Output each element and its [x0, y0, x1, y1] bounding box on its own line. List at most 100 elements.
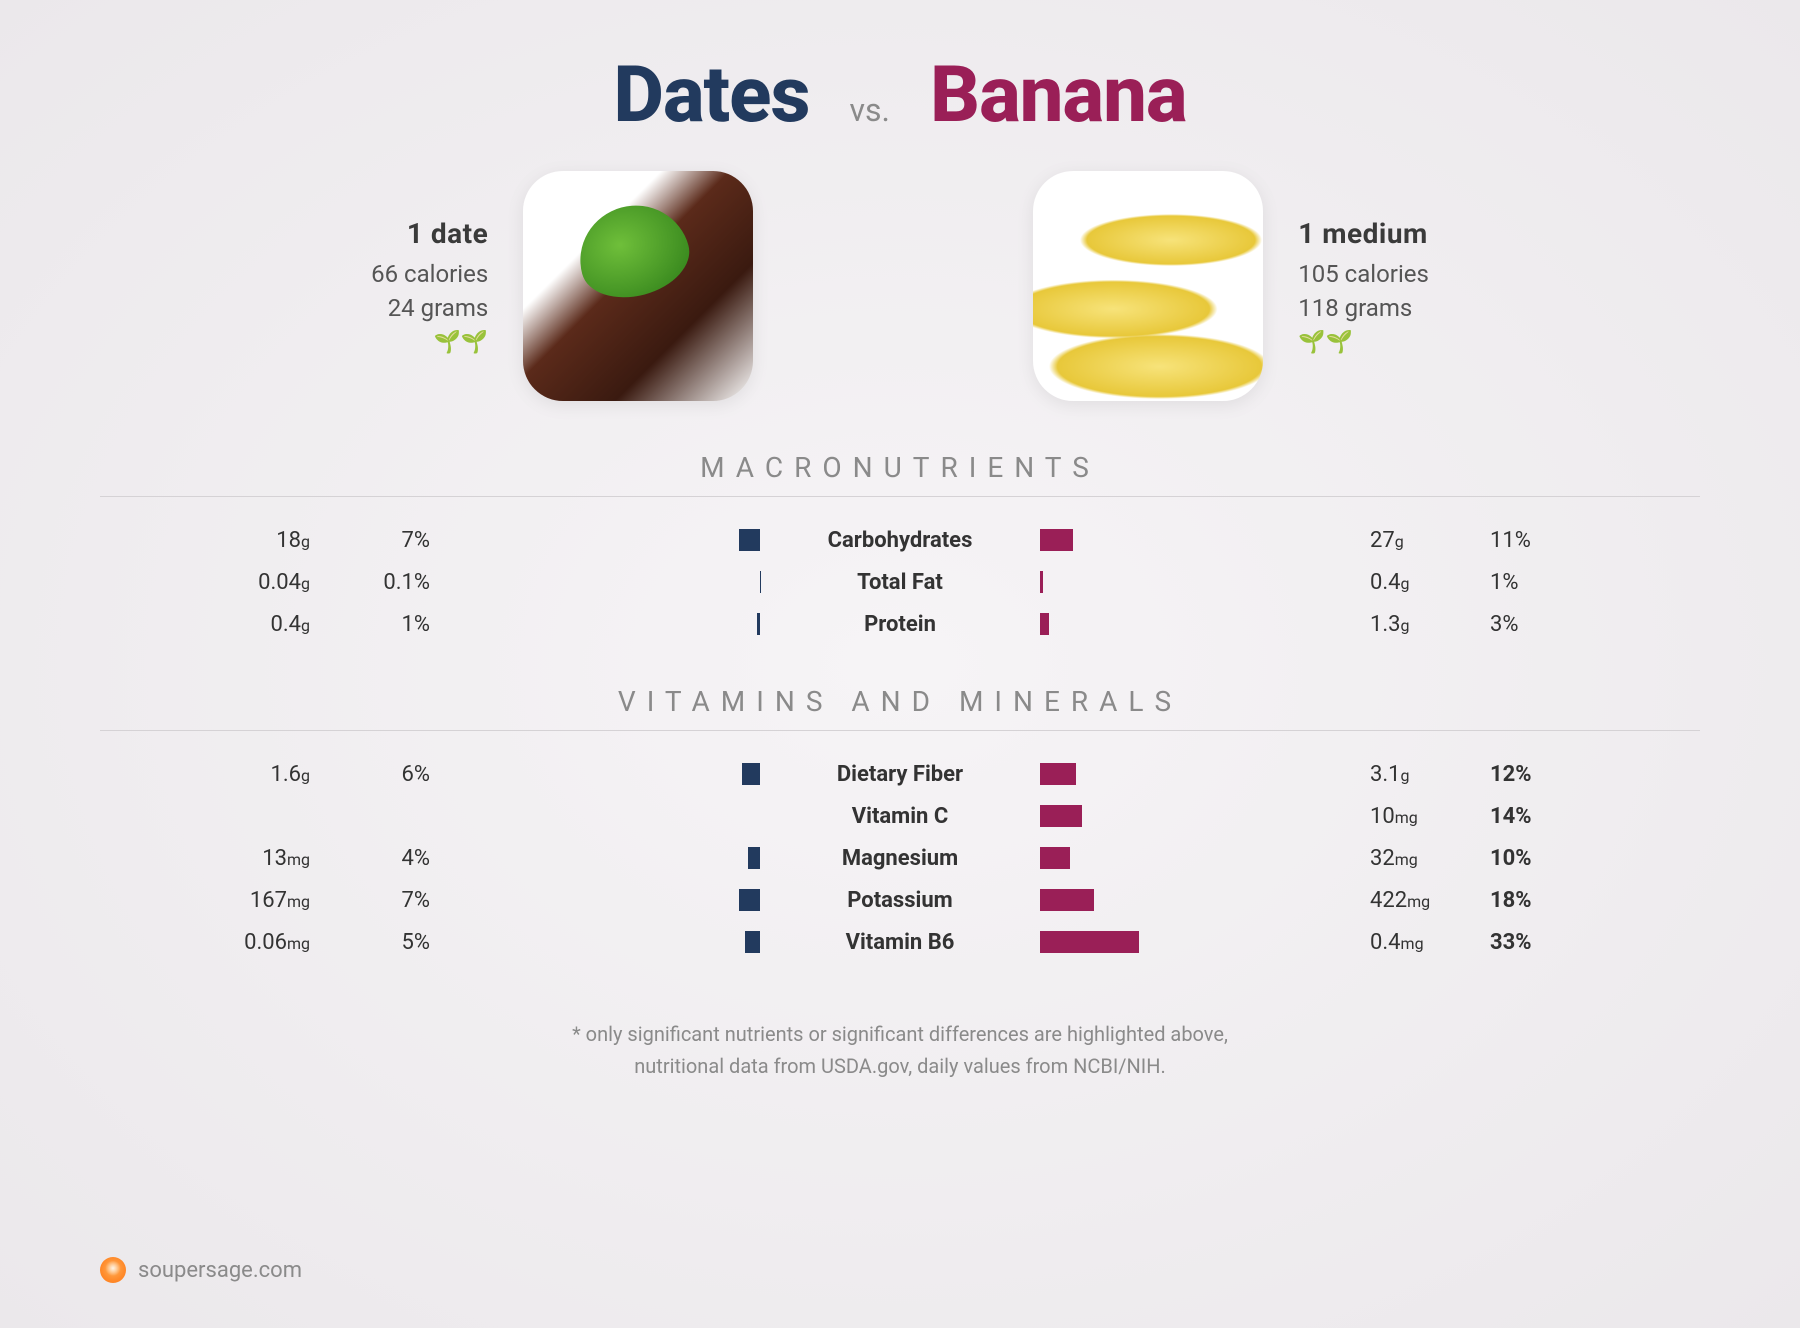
left-food-image	[523, 171, 753, 401]
left-calories: 66 calories	[371, 260, 488, 288]
right-food-block: 1 medium 105 calories 118 grams 🌱🌱	[1033, 171, 1429, 401]
nutrient-rows: 18g 7% Carbohydrates 27g 11% 0.04g 0.1% Total F…	[100, 519, 1700, 645]
brand: soupersage.com	[100, 1257, 302, 1283]
right-bar-track	[1040, 795, 1340, 837]
right-bar	[1040, 571, 1043, 593]
left-bar-track	[460, 519, 760, 561]
right-amount: 0.4mg	[1370, 930, 1460, 955]
left-amount: 1.6g	[110, 762, 310, 787]
right-leaves-icon: 🌱🌱	[1298, 330, 1429, 355]
section-divider	[100, 496, 1700, 497]
left-percent: 4%	[340, 846, 430, 871]
vs-label: vs.	[850, 91, 890, 129]
left-bar	[745, 931, 760, 953]
right-bar	[1040, 889, 1094, 911]
right-bar-track	[1040, 921, 1340, 963]
right-percent: 11%	[1490, 528, 1690, 553]
right-amount: 0.4g	[1370, 570, 1460, 595]
right-bar-track	[1040, 753, 1340, 795]
left-food-title: Dates	[613, 50, 809, 141]
nutrient-row: 0.06mg 5% Vitamin B6 0.4mg 33%	[100, 921, 1700, 963]
right-bar	[1040, 805, 1082, 827]
left-amount: 13mg	[110, 846, 310, 871]
right-food-info: 1 medium 105 calories 118 grams 🌱🌱	[1298, 217, 1429, 355]
right-amount: 1.3g	[1370, 612, 1460, 637]
left-bar	[742, 763, 760, 785]
left-amount: 0.06mg	[110, 930, 310, 955]
right-amount: 10mg	[1370, 804, 1460, 829]
left-bar	[757, 613, 760, 635]
right-calories: 105 calories	[1298, 260, 1429, 288]
nutrient-row: 1.6g 6% Dietary Fiber 3.1g 12%	[100, 753, 1700, 795]
left-bar-track	[460, 795, 760, 837]
nutrient-row: 13mg 4% Magnesium 32mg 10%	[100, 837, 1700, 879]
nutrient-row: 0.04g 0.1% Total Fat 0.4g 1%	[100, 561, 1700, 603]
nutrient-label: Potassium	[790, 888, 1010, 913]
left-amount: 18g	[110, 528, 310, 553]
right-amount: 3.1g	[1370, 762, 1460, 787]
nutrient-label: Dietary Fiber	[790, 762, 1010, 787]
nutrient-label: Protein	[790, 612, 1010, 637]
right-bar	[1040, 613, 1049, 635]
right-bar-track	[1040, 879, 1340, 921]
left-amount: 167mg	[110, 888, 310, 913]
nutrient-label: Carbohydrates	[790, 528, 1010, 553]
left-bar-track	[460, 879, 760, 921]
left-grams: 24 grams	[371, 294, 488, 322]
right-percent: 12%	[1490, 762, 1690, 787]
nutrient-row: 18g 7% Carbohydrates 27g 11%	[100, 519, 1700, 561]
nutrient-row: Vitamin C10mg14%	[100, 795, 1700, 837]
left-percent: 1%	[340, 612, 430, 637]
left-percent: 7%	[340, 528, 430, 553]
comparison-header: 1 date 66 calories 24 grams 🌱🌱 1 medium …	[100, 171, 1700, 401]
left-food-info: 1 date 66 calories 24 grams 🌱🌱	[371, 217, 488, 355]
left-amount: 0.4g	[110, 612, 310, 637]
left-percent: 5%	[340, 930, 430, 955]
left-serving: 1 date	[371, 217, 488, 250]
nutrient-sections: MACRONUTRIENTS18g7%Carbohydrates27g11%0.…	[100, 451, 1700, 963]
left-bar	[739, 889, 760, 911]
right-percent: 18%	[1490, 888, 1690, 913]
nutrient-label: Vitamin B6	[790, 930, 1010, 955]
section-title: VITAMINS AND MINERALS	[100, 685, 1700, 718]
right-food-image	[1033, 171, 1263, 401]
right-bar-track	[1040, 603, 1340, 645]
nutrient-rows: 1.6g6%Dietary Fiber3.1g12%Vitamin C10mg1…	[100, 753, 1700, 963]
right-amount: 422mg	[1370, 888, 1460, 913]
left-bar-track	[460, 753, 760, 795]
left-amount: 0.04g	[110, 570, 310, 595]
right-amount: 32mg	[1370, 846, 1460, 871]
right-percent: 1%	[1490, 570, 1690, 595]
left-percent: 6%	[340, 762, 430, 787]
left-percent: 7%	[340, 888, 430, 913]
title-row: Dates vs. Banana	[100, 50, 1700, 141]
brand-icon	[100, 1257, 126, 1283]
right-bar	[1040, 847, 1070, 869]
left-bar	[748, 847, 760, 869]
nutrient-row: 0.4g 1% Protein 1.3g 3%	[100, 603, 1700, 645]
right-serving: 1 medium	[1298, 217, 1429, 250]
right-bar-track	[1040, 837, 1340, 879]
nutrient-label: Total Fat	[790, 570, 1010, 595]
left-food-block: 1 date 66 calories 24 grams 🌱🌱	[371, 171, 753, 401]
right-percent: 3%	[1490, 612, 1690, 637]
right-bar	[1040, 931, 1139, 953]
left-bar-track	[460, 561, 760, 603]
left-percent: 0.1%	[340, 570, 430, 595]
right-percent: 33%	[1490, 930, 1690, 955]
right-bar-track	[1040, 561, 1340, 603]
footer-line-1: * only significant nutrients or signific…	[100, 1018, 1700, 1050]
right-percent: 14%	[1490, 804, 1690, 829]
nutrient-label: Magnesium	[790, 846, 1010, 871]
footer-line-2: nutritional data from USDA.gov, daily va…	[100, 1050, 1700, 1082]
nutrient-row: 167mg 7% Potassium 422mg 18%	[100, 879, 1700, 921]
right-amount: 27g	[1370, 528, 1460, 553]
right-bar	[1040, 763, 1076, 785]
left-leaves-icon: 🌱🌱	[371, 330, 488, 355]
left-bar-track	[460, 603, 760, 645]
right-percent: 10%	[1490, 846, 1690, 871]
left-bar-track	[460, 837, 760, 879]
section-divider	[100, 730, 1700, 731]
left-bar-track	[460, 921, 760, 963]
left-bar	[739, 529, 760, 551]
